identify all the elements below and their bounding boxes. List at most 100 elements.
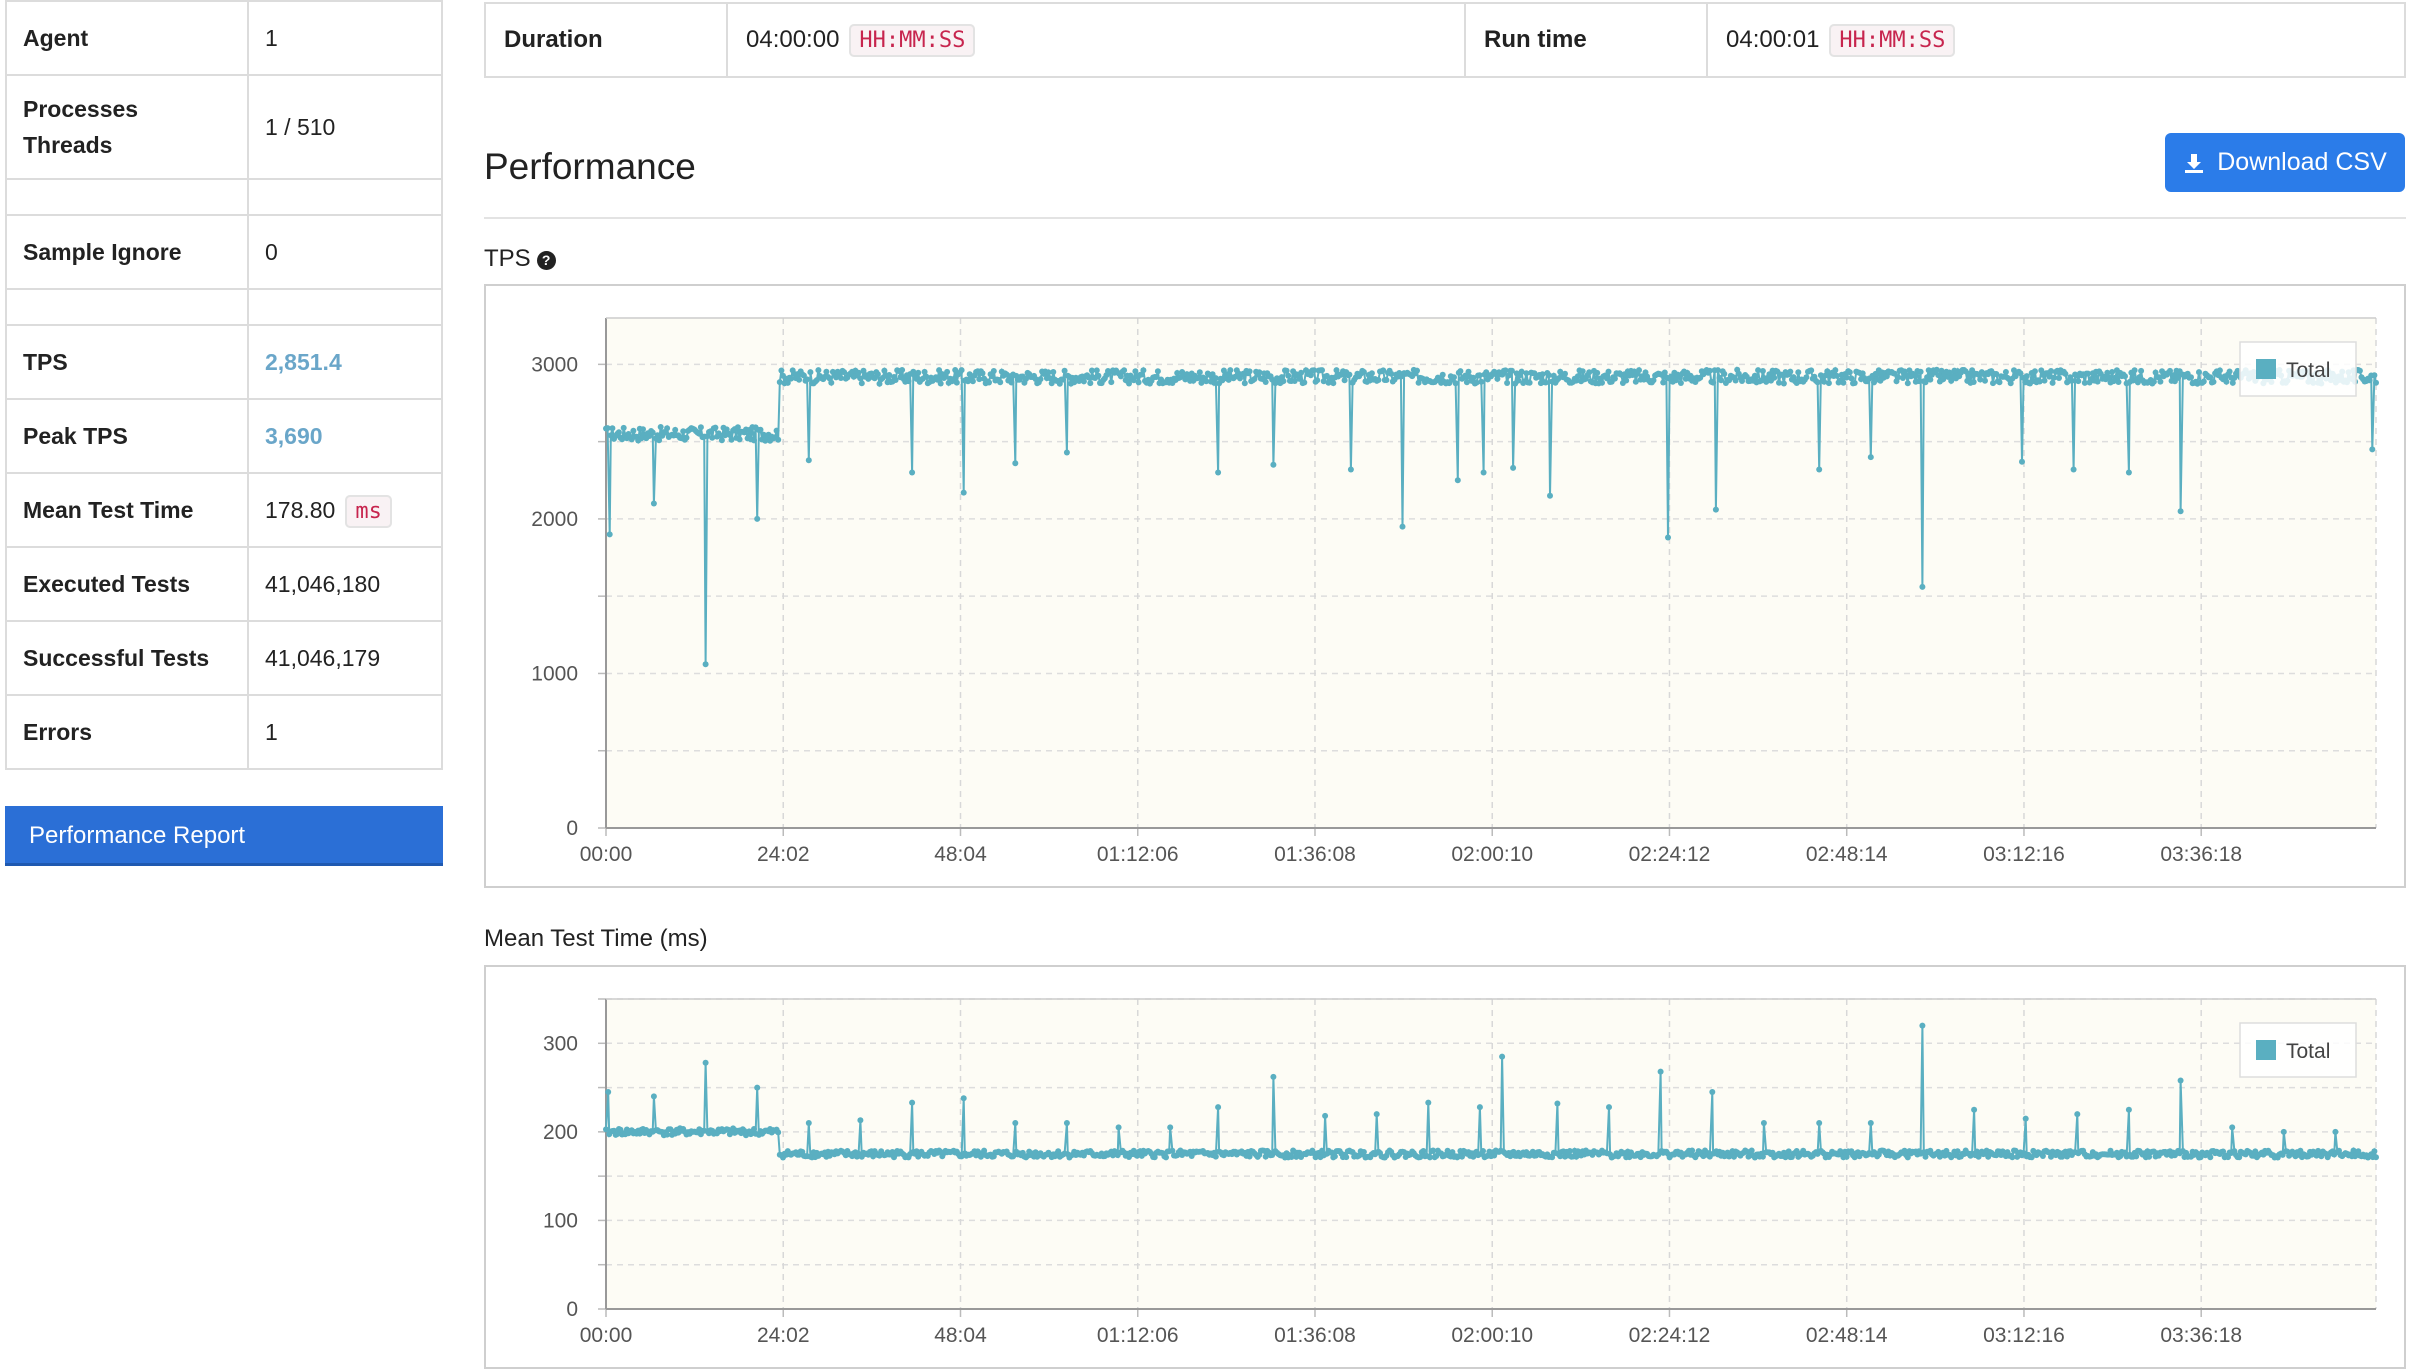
data-point — [650, 500, 657, 507]
data-point — [775, 1129, 782, 1136]
data-point — [1494, 375, 1501, 382]
x-tick-label: 02:48:14 — [1806, 843, 1888, 866]
data-point — [1922, 1153, 1929, 1160]
data-point — [1055, 1148, 1062, 1155]
data-point — [1787, 368, 1794, 375]
data-point — [1759, 1153, 1766, 1160]
data-point — [1399, 523, 1406, 530]
data-point — [1605, 368, 1612, 375]
data-point — [2236, 1154, 2243, 1161]
data-point — [1971, 1106, 1978, 1113]
data-point — [2051, 374, 2058, 381]
x-tick-label: 02:00:10 — [1451, 843, 1533, 866]
data-point — [2175, 374, 2182, 381]
data-point — [712, 424, 719, 431]
plot-area — [606, 318, 2376, 828]
x-tick-label: 01:36:08 — [1274, 843, 1356, 866]
data-point — [1840, 379, 1847, 386]
data-point — [1523, 370, 1530, 377]
data-point — [1478, 378, 1485, 385]
summary-spacer — [5, 178, 443, 216]
data-point — [2207, 1154, 2214, 1161]
data-point — [1554, 1100, 1561, 1107]
data-point — [1203, 378, 1210, 385]
data-point — [2022, 1115, 2029, 1122]
chart-legend[interactable]: Total — [2239, 341, 2357, 397]
data-point — [986, 379, 992, 386]
summary-row-processes-threads: Processes Threads 1 / 510 — [5, 74, 443, 180]
legend-label-total: Total — [2286, 359, 2330, 382]
data-point — [796, 376, 803, 383]
data-point — [620, 424, 627, 431]
data-point — [1919, 583, 1926, 590]
chart-legend[interactable]: Total — [2239, 1022, 2357, 1078]
data-point — [1825, 380, 1832, 387]
data-point — [2134, 379, 2141, 386]
data-point — [2017, 370, 2024, 377]
data-point — [1115, 1124, 1122, 1131]
data-point — [1549, 1154, 1556, 1161]
data-point — [2152, 369, 2159, 376]
summary-label: Sample Ignore — [5, 214, 249, 290]
data-point — [1574, 373, 1581, 380]
data-point — [2177, 1077, 2184, 1084]
legend-label-total: Total — [2286, 1040, 2330, 1063]
data-point — [1012, 1120, 1019, 1126]
data-point — [1606, 1104, 1612, 1111]
runtime-cell: 04:00:01 HH:MM:SS — [1706, 2, 2406, 78]
summary-value: 1 — [247, 694, 443, 770]
data-point — [1212, 1153, 1219, 1160]
data-point — [855, 369, 862, 376]
data-point — [874, 371, 881, 378]
data-point — [804, 376, 811, 383]
data-point — [1198, 379, 1205, 386]
y-tick-label: 0 — [566, 1298, 578, 1321]
data-point — [717, 432, 724, 439]
data-point — [683, 434, 690, 441]
summary-row-errors: Errors 1 — [5, 694, 443, 770]
peak-tps-value: 3,690 — [247, 398, 443, 474]
data-point — [1814, 379, 1821, 386]
data-point — [1846, 369, 1853, 376]
summary-row-executed-tests: Executed Tests 41,046,180 — [5, 546, 443, 622]
data-point — [1346, 371, 1353, 378]
performance-report-button[interactable]: Performance Report — [5, 806, 443, 866]
question-circle-icon[interactable]: ? — [536, 251, 556, 270]
data-point — [952, 367, 959, 373]
summary-row-peak-tps: Peak TPS 3,690 — [5, 398, 443, 474]
data-point — [1935, 372, 1942, 379]
performance-title: Performance — [484, 146, 696, 187]
data-point — [2373, 379, 2379, 386]
data-point — [1542, 379, 1549, 386]
data-point — [604, 425, 611, 432]
data-point — [1195, 375, 1202, 381]
data-point — [1343, 1154, 1350, 1161]
data-point — [664, 425, 671, 432]
data-point — [702, 661, 709, 668]
data-point — [2366, 377, 2373, 384]
data-point — [2105, 374, 2112, 381]
data-point — [2070, 466, 2077, 473]
data-point — [1599, 379, 1605, 386]
data-point — [697, 424, 704, 431]
data-point — [1982, 377, 1988, 384]
data-point — [754, 1084, 761, 1091]
data-point — [1689, 1147, 1696, 1154]
data-point — [754, 515, 761, 522]
data-point — [1169, 1147, 1176, 1154]
data-point — [702, 1059, 709, 1066]
data-point — [1714, 367, 1721, 374]
unit-badge: ms — [345, 494, 392, 528]
data-point — [2112, 374, 2119, 381]
summary-row-successful-tests: Successful Tests 41,046,179 — [5, 620, 443, 696]
data-point — [1759, 368, 1766, 374]
data-point — [1480, 469, 1487, 476]
data-point — [609, 425, 616, 432]
data-point — [2207, 374, 2214, 381]
download-csv-button[interactable]: Download CSV — [2165, 133, 2405, 192]
data-point — [2039, 1153, 2046, 1159]
data-point — [1215, 1104, 1222, 1111]
data-point — [1933, 366, 1940, 373]
data-point — [718, 437, 725, 444]
y-tick-label: 0 — [566, 817, 578, 840]
